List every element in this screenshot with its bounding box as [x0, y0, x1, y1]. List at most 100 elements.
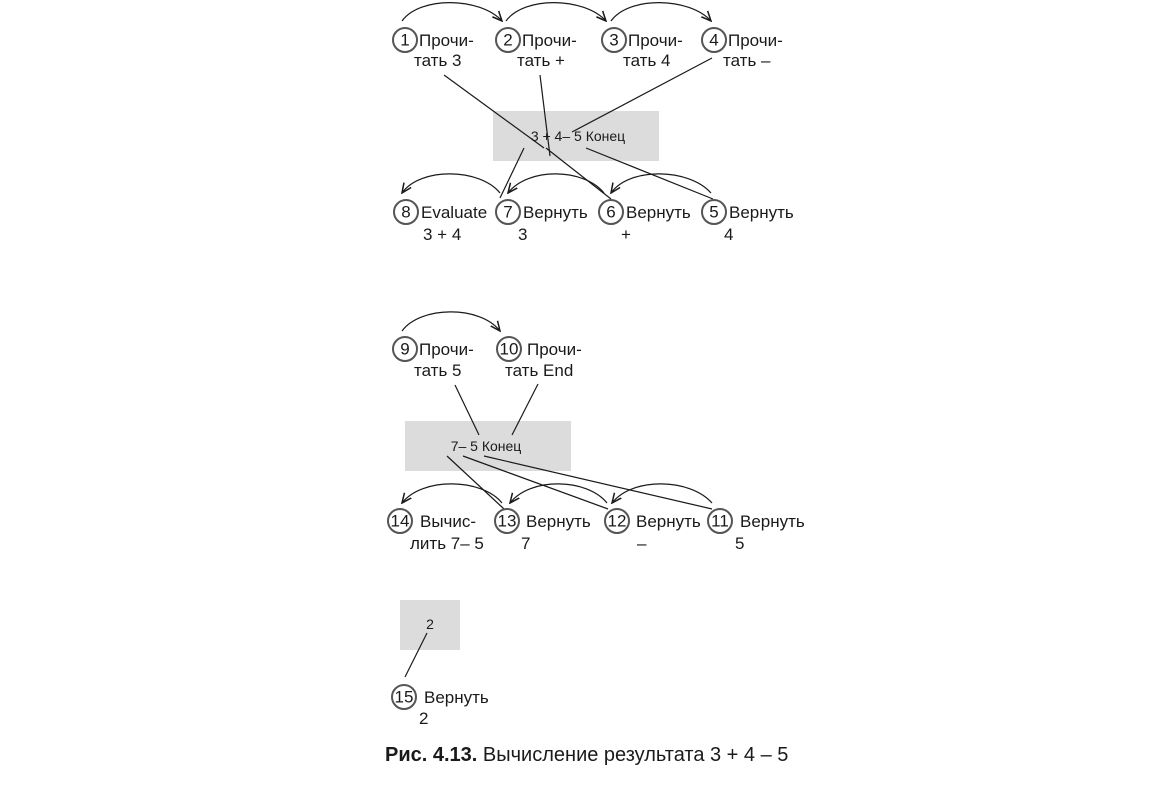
step-8-label-line1: Evaluate — [421, 203, 487, 222]
step-2-number: 2 — [503, 31, 512, 50]
arrow-step11-to-step12 — [612, 483, 713, 503]
step-10-label-line1: Прочи- — [527, 340, 582, 359]
step-12-label-line1: Вернуть — [636, 512, 701, 531]
step-6-circle — [598, 199, 624, 225]
edge-step1-box1 — [443, 74, 545, 149]
step-11-circle — [707, 508, 733, 534]
step-5-label-line1: Вернуть — [729, 203, 794, 222]
arrow-step3-to-step4 — [610, 2, 711, 21]
step-5-label-line2: 4 — [724, 225, 733, 244]
step-4-label-line1: Прочи- — [728, 31, 783, 50]
edge-box2-step13 — [446, 455, 505, 510]
step-6: 6 Вернуть + — [598, 199, 691, 244]
step-6-label-line1: Вернуть — [626, 203, 691, 222]
step-8: 8 Evaluate 3 + 4 — [393, 199, 487, 244]
step-6-label-line2: + — [621, 225, 631, 244]
step-1-number: 1 — [400, 31, 409, 50]
edge-box1-step5 — [585, 147, 714, 200]
step-4: 4 Прочи- тать – — [701, 27, 783, 70]
step-10: 10 Прочи- тать End — [496, 336, 582, 380]
step-10-circle — [496, 336, 522, 362]
step-4-circle — [701, 27, 727, 53]
step-3-label-line2: тать 4 — [623, 51, 671, 70]
step-14: 14 Вычис- лить 7– 5 — [387, 508, 484, 553]
step-12-number: 12 — [608, 512, 627, 531]
box-expression-2-text: 7– 5 Конец — [451, 438, 522, 454]
step-1: 1 Прочи- тать 3 — [392, 27, 474, 70]
step-7-label-line1: Вернуть — [523, 203, 588, 222]
step-14-label-line1: Вычис- — [420, 512, 476, 531]
edge-step9-box2 — [454, 384, 480, 436]
step-3-label-line1: Прочи- — [628, 31, 683, 50]
step-10-label-line2: тать End — [505, 361, 573, 380]
box-expression-1: 3 + 4– 5 Конец — [493, 111, 659, 161]
step-13-number: 13 — [498, 512, 517, 531]
step-2-label-line1: Прочи- — [522, 31, 577, 50]
step-10-number: 10 — [500, 340, 519, 359]
step-3-number: 3 — [609, 31, 618, 50]
edge-step2-box1 — [539, 74, 551, 157]
step-8-circle — [393, 199, 419, 225]
figure-caption-text: Вычисление результата 3 + 4 – 5 — [482, 744, 789, 766]
step-7: 7 Вернуть 3 — [495, 199, 588, 244]
step-4-number: 4 — [709, 31, 718, 50]
edge-step10-box2 — [511, 383, 539, 436]
step-2-label-line2: тать + — [517, 51, 565, 70]
step-12: 12 Вернуть – — [604, 508, 701, 553]
step-14-number: 14 — [391, 512, 410, 531]
step-5: 5 Вернуть 4 — [701, 199, 794, 244]
step-13: 13 Вернуть 7 — [494, 508, 591, 553]
box-expression-2: 7– 5 Конец — [405, 421, 571, 471]
edge-box2-step11 — [483, 455, 713, 510]
step-5-circle — [701, 199, 727, 225]
step-7-label-line2: 3 — [518, 225, 527, 244]
step-3: 3 Прочи- тать 4 — [601, 27, 683, 70]
step-7-number: 7 — [503, 203, 512, 222]
step-6-number: 6 — [606, 203, 615, 222]
step-12-circle — [604, 508, 630, 534]
edge-box1-step7 — [499, 147, 525, 199]
step-15-label-line1: Вернуть — [424, 688, 489, 707]
step-9-number: 9 — [400, 340, 409, 359]
box-expression-1-text: 3 + 4– 5 Конец — [531, 128, 625, 144]
step-2-circle — [495, 27, 521, 53]
arrow-step7-to-step8 — [402, 173, 501, 193]
edge-box2-step12 — [462, 455, 609, 510]
step-12-label-line2: – — [637, 534, 647, 553]
step-14-circle — [387, 508, 413, 534]
step-15-number: 15 — [395, 688, 414, 707]
arrow-step5-to-step6 — [611, 173, 712, 193]
step-9-label-line2: тать 5 — [414, 361, 462, 380]
step-1-circle — [392, 27, 418, 53]
arrow-step1-to-step2 — [401, 2, 502, 21]
step-11-label-line1: Вернуть — [740, 512, 805, 531]
edge-step4-box1 — [571, 57, 713, 133]
box-result-text: 2 — [426, 616, 434, 632]
step-11: 11 Вернуть 5 — [707, 508, 805, 553]
step-7-circle — [495, 199, 521, 225]
step-15-label-line2: 2 — [419, 709, 428, 728]
arrow-step13-to-step14 — [402, 483, 503, 503]
step-9-label-line1: Прочи- — [419, 340, 474, 359]
figure-caption: Рис. 4.13. Вычисление результата 3 + 4 –… — [385, 744, 788, 767]
arrow-step9-to-step10 — [401, 311, 500, 331]
step-2: 2 Прочи- тать + — [495, 27, 577, 70]
step-8-number: 8 — [401, 203, 410, 222]
step-11-label-line2: 5 — [735, 534, 744, 553]
step-13-label-line2: 7 — [521, 534, 530, 553]
step-15-circle — [391, 684, 417, 710]
step-1-label-line1: Прочи- — [419, 31, 474, 50]
figure-caption-label: Рис. 4.13. — [385, 744, 478, 766]
evaluation-diagram: 3 + 4– 5 Конец 7– 5 Конец 2 1 Прочи- тат… — [387, 2, 805, 728]
step-13-label-line1: Вернуть — [526, 512, 591, 531]
step-4-label-line2: тать – — [723, 51, 771, 70]
step-5-number: 5 — [709, 203, 718, 222]
step-9: 9 Прочи- тать 5 — [392, 336, 474, 380]
step-8-label-line2: 3 + 4 — [423, 225, 461, 244]
step-15: 15 Вернуть 2 — [391, 684, 489, 728]
step-11-number: 11 — [711, 512, 729, 531]
arrow-step12-to-step13 — [510, 483, 608, 503]
step-3-circle — [601, 27, 627, 53]
step-13-circle — [494, 508, 520, 534]
step-9-circle — [392, 336, 418, 362]
